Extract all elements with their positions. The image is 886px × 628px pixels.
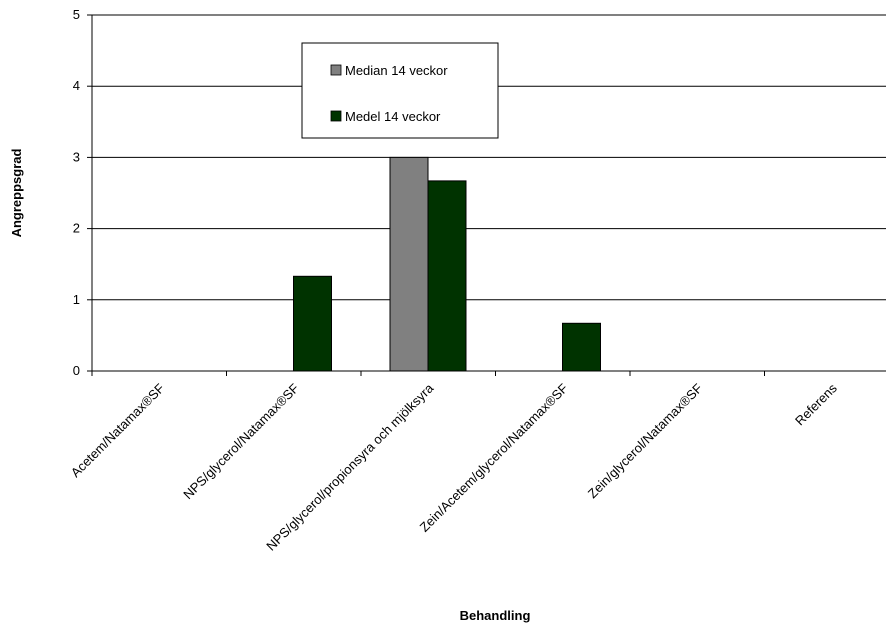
- y-tick-label: 0: [73, 363, 80, 378]
- x-tick-label: NPS/glycerol/propionsyra och mjölksyra: [263, 380, 437, 554]
- legend-label-median: Median 14 veckor: [345, 63, 448, 78]
- y-tick-labels: 0 1 2 3 4 5: [73, 7, 92, 378]
- legend-label-medel: Medel 14 veckor: [345, 109, 441, 124]
- bars: [293, 156, 601, 372]
- legend: Median 14 veckor Medel 14 veckor: [301, 42, 499, 139]
- y-tick-label: 2: [73, 221, 80, 236]
- y-tick-label: 5: [73, 7, 80, 22]
- bar-medel: [427, 180, 467, 372]
- y-tick-label: 1: [73, 292, 80, 307]
- y-tick-label: 4: [73, 78, 80, 93]
- x-tick-labels: Acetem/Natamax®SF NPS/glycerol/Natamax®SF…: [68, 371, 840, 554]
- y-tick-label: 3: [73, 149, 80, 164]
- x-tick-label: NPS/glycerol/Natamax®SF: [180, 380, 302, 502]
- legend-box: [301, 42, 499, 139]
- bar-median: [389, 156, 429, 372]
- x-tick-label: Zein/Acetem/glycerol/Natamax®SF: [417, 380, 571, 534]
- gridlines: [92, 14, 886, 301]
- legend-swatch-medel: [330, 110, 342, 122]
- x-tick-label: Zein/glycerol/Natamax®SF: [585, 380, 706, 501]
- bar-medel: [562, 322, 601, 372]
- legend-swatch-median: [330, 64, 342, 76]
- y-axis-title: Angreppsgrad: [9, 149, 24, 238]
- bar-medel: [293, 275, 332, 372]
- x-tick-label: Referens: [792, 380, 840, 428]
- x-tick-label: Acetem/Natamax®SF: [68, 380, 168, 480]
- x-axis-title: Behandling: [460, 608, 531, 623]
